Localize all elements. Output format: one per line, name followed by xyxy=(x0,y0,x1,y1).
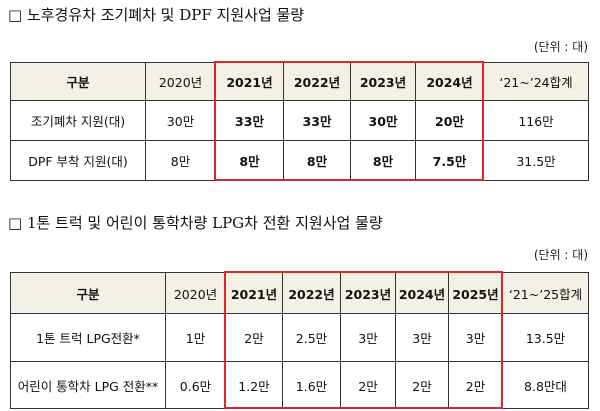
unit-note: (단위 : 대) xyxy=(533,40,588,54)
table-cell: 조기폐차 지원(대) xyxy=(10,100,146,141)
table-cell: DPF 부착 지원(대) xyxy=(10,140,146,181)
table-cell: 8만 xyxy=(215,140,284,181)
table-cell: 8.8만대 xyxy=(502,361,589,409)
header-cell: 2024년 xyxy=(415,62,484,101)
table-cell: 116만 xyxy=(483,100,589,141)
table-cell: 1톤 트럭 LPG전환* xyxy=(10,313,166,362)
unit-note: (단위 : 대) xyxy=(533,248,588,262)
table-cell: 33만 xyxy=(215,100,284,141)
table-cell: 33만 xyxy=(283,100,351,141)
table-cell: 7.5만 xyxy=(415,140,484,181)
table-cell: 2만 xyxy=(448,361,503,409)
header-cell: 2020년 xyxy=(165,272,226,314)
table-cell: 0.6만 xyxy=(165,361,226,409)
table-row: DPF 부착 지원(대) 8만 8만 8만 8만 7.5만 31.5만 xyxy=(10,140,589,181)
header-cell: 2021년 xyxy=(225,272,283,314)
header-cell: ‘21~’25합계 xyxy=(502,272,589,314)
table-cell: 20만 xyxy=(415,100,484,141)
header-cell: 구분 xyxy=(10,62,146,101)
header-cell: ‘21~’24합계 xyxy=(483,62,589,101)
header-cell: 2023년 xyxy=(350,62,416,101)
table-cell: 어린이 통학차 LPG 전환** xyxy=(10,361,166,409)
header-row: 구분 2020년 2021년 2022년 2023년 2024년 ‘21~’24합계 xyxy=(10,62,589,101)
table-cell: 1.6만 xyxy=(282,361,341,409)
table-row: 조기폐차 지원(대) 30만 33만 33만 30만 20만 116만 xyxy=(10,100,589,141)
header-cell: 구분 xyxy=(10,272,166,314)
table-cell: 13.5만 xyxy=(502,313,589,362)
table-cell: 2만 xyxy=(225,313,283,362)
table-cell: 2만 xyxy=(340,361,396,409)
header-cell: 2023년 xyxy=(340,272,396,314)
section-title: □ 노후경유차 조기폐차 및 DPF 지원사업 물량 xyxy=(8,6,305,24)
highlight-box xyxy=(214,61,484,181)
table-cell: 2.5만 xyxy=(282,313,341,362)
highlight-box xyxy=(224,271,503,409)
table-cell: 1만 xyxy=(165,313,226,362)
section-title: □ 1톤 트럭 및 어린이 통학차량 LPG차 전환 지원사업 물량 xyxy=(8,214,383,232)
table-row: 1톤 트럭 LPG전환* 1만 2만 2.5만 3만 3만 3만 13.5만 xyxy=(10,313,589,362)
header-cell: 2020년 xyxy=(145,62,216,101)
table-cell: 8만 xyxy=(350,140,416,181)
table-cell: 8만 xyxy=(145,140,216,181)
table: 구분 2020년 2021년 2022년 2023년 2024년 ‘21~’24합계 조기폐차… xyxy=(10,62,589,181)
table-cell: 31.5만 xyxy=(483,140,589,181)
table-cell: 30만 xyxy=(145,100,216,141)
